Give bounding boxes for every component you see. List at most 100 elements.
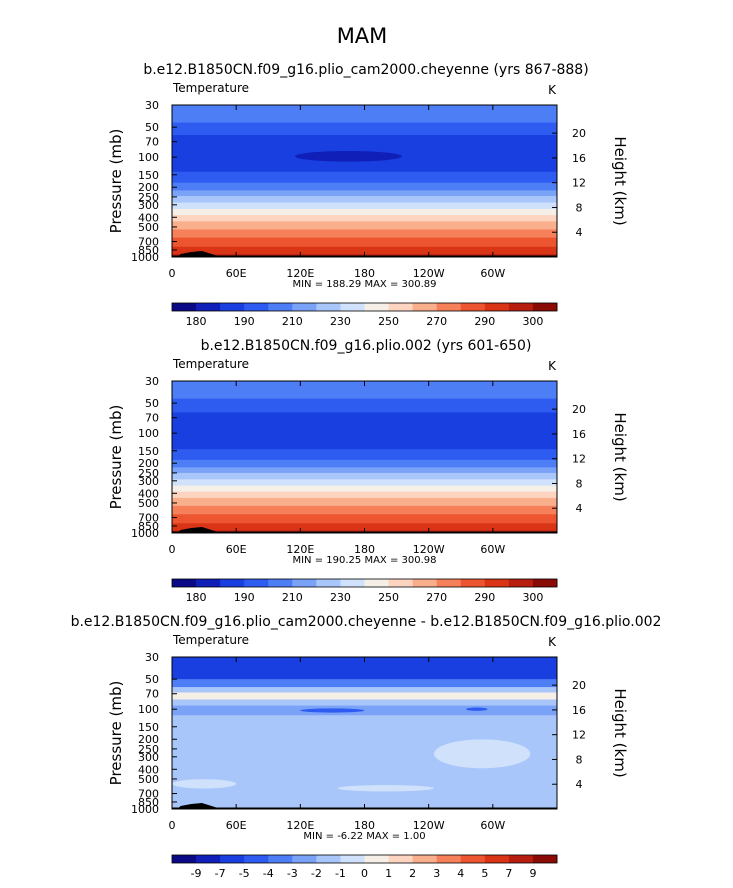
contour-band: [172, 221, 557, 231]
pressure-tick-label: 1000: [131, 803, 159, 816]
colorbar-swatch: [268, 579, 293, 587]
colorbar-swatch: [436, 303, 462, 311]
colorbar-swatch: [508, 303, 534, 311]
pressure-tick-label: 200: [138, 733, 159, 746]
height-tick-label: 4: [576, 502, 583, 515]
pressure-tick-label: 250: [138, 743, 159, 756]
pressure-tick-label: 70: [145, 688, 159, 701]
pressure-tick-label: 100: [138, 151, 159, 164]
colorbar-swatch: [316, 855, 341, 863]
pressure-tick-label: 700: [138, 236, 159, 249]
colorbar-swatch: [292, 855, 317, 863]
pressure-tick-label: 700: [138, 788, 159, 801]
contour-band: [172, 485, 557, 493]
colorbar-label: 250: [378, 591, 399, 604]
panel-2-plot: Temperature K3050701001502002503004005007…: [107, 357, 629, 604]
colorbar-label: 300: [522, 591, 543, 604]
contour-band: [172, 657, 557, 680]
colorbar-swatch: [484, 579, 510, 587]
colorbar-label: 5: [481, 867, 488, 880]
colorbar-swatch: [292, 303, 317, 311]
contour-blob: [294, 150, 402, 162]
colorbar-swatch: [268, 855, 293, 863]
colorbar-swatch: [508, 579, 534, 587]
colorbar-label: 210: [282, 315, 303, 328]
pressure-tick-label: 70: [145, 136, 159, 149]
y2-axis-label: Height (km): [611, 688, 629, 777]
colorbar-swatch: [436, 579, 462, 587]
pressure-tick-label: 150: [138, 169, 159, 182]
colorbar-swatch: [196, 855, 221, 863]
contour-band: [172, 687, 557, 694]
pressure-tick-label: 850: [138, 244, 159, 257]
height-tick-label: 12: [572, 453, 586, 466]
pressure-tick-label: 300: [138, 199, 159, 212]
contour-band: [172, 381, 557, 400]
pressure-tick-label: 850: [138, 520, 159, 533]
colorbar-label: 290: [474, 315, 495, 328]
colorbar-label: 180: [186, 315, 207, 328]
colorbar-label: 190: [234, 591, 255, 604]
colorbar-swatch: [268, 303, 293, 311]
contour-band: [172, 196, 557, 204]
contour-field: [172, 381, 557, 533]
colorbar-label: 190: [234, 315, 255, 328]
lon-tick-label: 120W: [413, 267, 445, 280]
contour-band: [172, 190, 557, 197]
colorbar-label: 270: [426, 591, 447, 604]
colorbar-label: 300: [522, 315, 543, 328]
units-label: K: [548, 635, 557, 649]
colorbar-swatch: [316, 579, 341, 587]
colorbar-label: 1: [385, 867, 392, 880]
colorbar-swatch: [412, 303, 438, 311]
contour-field: [172, 657, 557, 809]
colorbar-swatch: [244, 855, 269, 863]
contour-band: [172, 171, 557, 184]
panel-1-title: b.e12.B1850CN.f09_g16.plio_cam2000.cheye…: [143, 62, 588, 78]
pressure-tick-label: 300: [138, 751, 159, 764]
height-tick-label: 8: [576, 477, 583, 490]
pressure-tick-label: 500: [138, 221, 159, 234]
height-tick-label: 16: [572, 704, 586, 717]
contour-band: [172, 208, 557, 216]
pressure-tick-label: 50: [145, 397, 159, 410]
pressure-tick-label: 500: [138, 773, 159, 786]
colorbar-frame: [171, 854, 558, 864]
colorbar-swatch: [388, 579, 414, 587]
units-label: K: [548, 359, 557, 373]
contour-band: [172, 467, 557, 474]
colorbar-swatch: [460, 303, 486, 311]
contour-band: [172, 523, 557, 532]
height-tick-label: 4: [576, 226, 583, 239]
panel-3-title: b.e12.B1850CN.f09_g16.plio_cam2000.cheye…: [71, 614, 662, 630]
contour-band: [172, 105, 557, 124]
lon-tick-label: 60W: [480, 267, 505, 280]
colorbar-swatch: [196, 303, 221, 311]
colorbar-label: 210: [282, 591, 303, 604]
colorbar-swatch: [172, 855, 197, 863]
lon-tick-label: 180: [354, 543, 375, 556]
colorbar-swatch: [460, 579, 486, 587]
contour-band: [172, 699, 557, 707]
lon-tick-label: 180: [354, 819, 375, 832]
contour-band: [172, 497, 557, 507]
variable-label: Temperature: [172, 81, 249, 95]
pressure-tick-label: 100: [138, 427, 159, 440]
colorbar-swatch: [388, 303, 414, 311]
lon-tick-label: 60W: [480, 819, 505, 832]
contour-band: [172, 705, 557, 716]
lon-tick-label: 60W: [480, 543, 505, 556]
colorbar-swatch: [340, 855, 365, 863]
colorbar-swatch: [412, 579, 438, 587]
contour-blob: [300, 708, 365, 713]
colorbar-swatch: [364, 855, 389, 863]
height-tick-label: 20: [572, 679, 586, 692]
pressure-tick-label: 150: [138, 721, 159, 734]
colorbar-label: -5: [239, 867, 250, 880]
pressure-tick-label: 50: [145, 673, 159, 686]
contour-blob: [434, 739, 531, 769]
lon-tick-label: 60E: [226, 819, 247, 832]
contour-band: [172, 472, 557, 480]
colorbar-label: 180: [186, 591, 207, 604]
